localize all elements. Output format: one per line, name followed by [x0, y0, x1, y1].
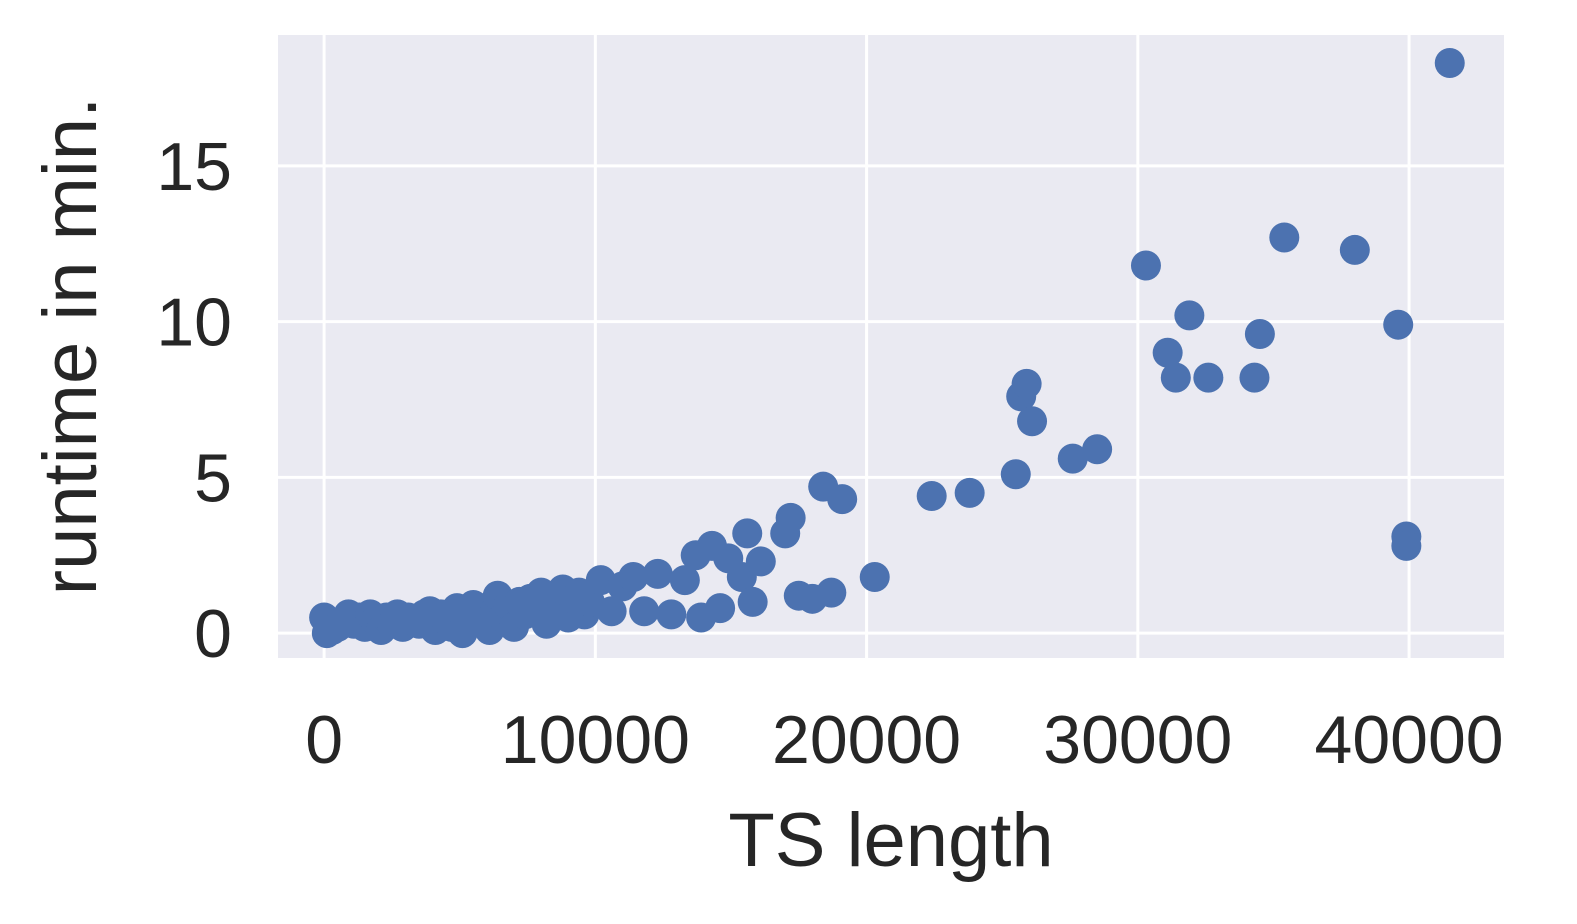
data-point [775, 502, 806, 533]
data-point [1017, 406, 1048, 437]
data-point [669, 565, 700, 596]
data-point [1239, 362, 1270, 393]
data-point [1339, 234, 1370, 265]
data-point [827, 484, 858, 515]
y-tick-label: 15 [156, 129, 232, 205]
data-point [1434, 48, 1465, 79]
data-point [1011, 368, 1042, 399]
data-point [596, 596, 627, 627]
data-point [737, 586, 768, 617]
x-tick-label: 0 [305, 702, 343, 778]
data-point [629, 596, 660, 627]
data-point [1082, 434, 1113, 465]
x-tick-label: 30000 [1043, 702, 1232, 778]
data-point [1130, 250, 1161, 281]
data-points [309, 48, 1465, 649]
y-tick-label: 10 [156, 285, 232, 361]
data-point [1269, 222, 1300, 253]
data-point [1160, 362, 1191, 393]
data-point [1057, 443, 1088, 474]
y-axis-label: runtime in min. [28, 97, 113, 595]
y-tick-label: 0 [194, 596, 232, 672]
data-point [656, 599, 687, 630]
x-tick-label: 20000 [772, 702, 961, 778]
data-point [1383, 309, 1414, 340]
data-point [1152, 337, 1183, 368]
data-point [1391, 530, 1422, 561]
x-axis-label: TS length [728, 798, 1053, 883]
data-point [1193, 362, 1224, 393]
data-point [954, 477, 985, 508]
plot-background [278, 35, 1504, 658]
x-tick-label: 40000 [1315, 702, 1504, 778]
tick-labels: 0 10000 20000 30000 40000 0 5 10 15 [156, 129, 1503, 778]
data-point [1000, 459, 1031, 490]
y-tick-label: 5 [194, 440, 232, 516]
data-point [1244, 319, 1275, 350]
data-point [1174, 300, 1205, 331]
data-point [705, 593, 736, 624]
data-point [916, 481, 947, 512]
data-point [618, 562, 649, 593]
data-point [745, 546, 776, 577]
data-point [816, 577, 847, 608]
data-point [859, 562, 890, 593]
x-tick-label: 10000 [501, 702, 690, 778]
data-point [642, 558, 673, 589]
data-point [732, 518, 763, 549]
